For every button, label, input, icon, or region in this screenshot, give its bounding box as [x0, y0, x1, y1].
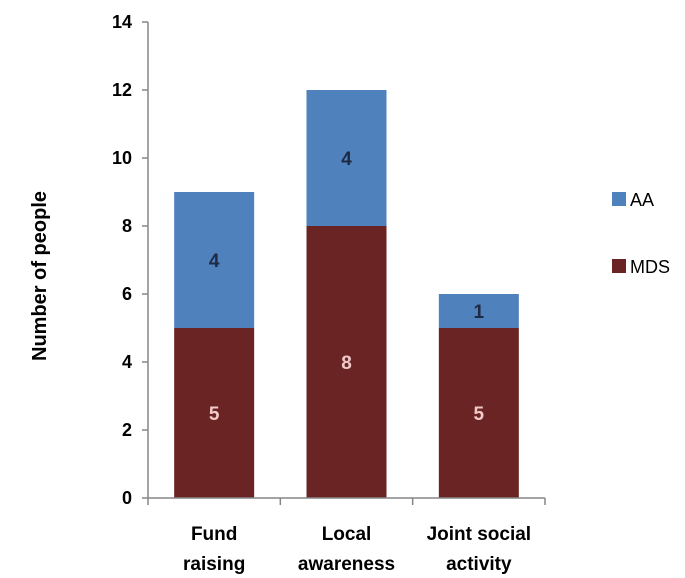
legend-swatch-aa: [612, 192, 626, 206]
data-label-aa-0: 4: [209, 251, 220, 272]
legend-swatch-mds: [612, 259, 626, 273]
x-category-label: Joint social: [427, 524, 532, 545]
bar-aa-1: [306, 90, 387, 226]
bar-aa-0: [174, 192, 255, 328]
legend: AA MDS: [612, 190, 670, 277]
y-tick-label: 0: [122, 488, 132, 508]
bar-mds-2: [438, 328, 519, 498]
bar-mds-1: [306, 226, 387, 498]
x-category-label: Local: [322, 524, 372, 545]
y-axis-title: Number of people: [29, 191, 51, 361]
legend-label-mds: MDS: [630, 257, 670, 277]
data-labels-group: 5 4 8 4 5 1: [209, 149, 485, 425]
legend-label-aa: AA: [630, 190, 654, 210]
y-tick-label: 14: [112, 12, 132, 32]
x-category-label: awareness: [298, 554, 395, 575]
y-tick-label: 6: [122, 284, 132, 304]
y-tick-label: 10: [112, 148, 132, 168]
y-tick-label: 12: [112, 80, 132, 100]
data-label-mds-1: 8: [341, 353, 352, 374]
data-label-mds-0: 5: [209, 404, 220, 425]
bar-mds-0: [174, 328, 255, 498]
axes-group: 02468101214FundraisingLocalawarenessJoin…: [112, 12, 546, 575]
x-category-label: Fund: [191, 524, 237, 545]
y-tick-label: 4: [122, 352, 132, 372]
x-category-label: activity: [446, 554, 512, 575]
y-tick-label: 8: [122, 216, 132, 236]
bars-group: [174, 90, 519, 498]
data-label-aa-1: 4: [341, 149, 352, 170]
data-label-mds-2: 5: [474, 404, 485, 425]
bar-aa-2: [438, 294, 519, 328]
y-tick-label: 2: [122, 420, 132, 440]
data-label-aa-2: 1: [474, 302, 485, 323]
x-category-label: raising: [183, 554, 245, 575]
